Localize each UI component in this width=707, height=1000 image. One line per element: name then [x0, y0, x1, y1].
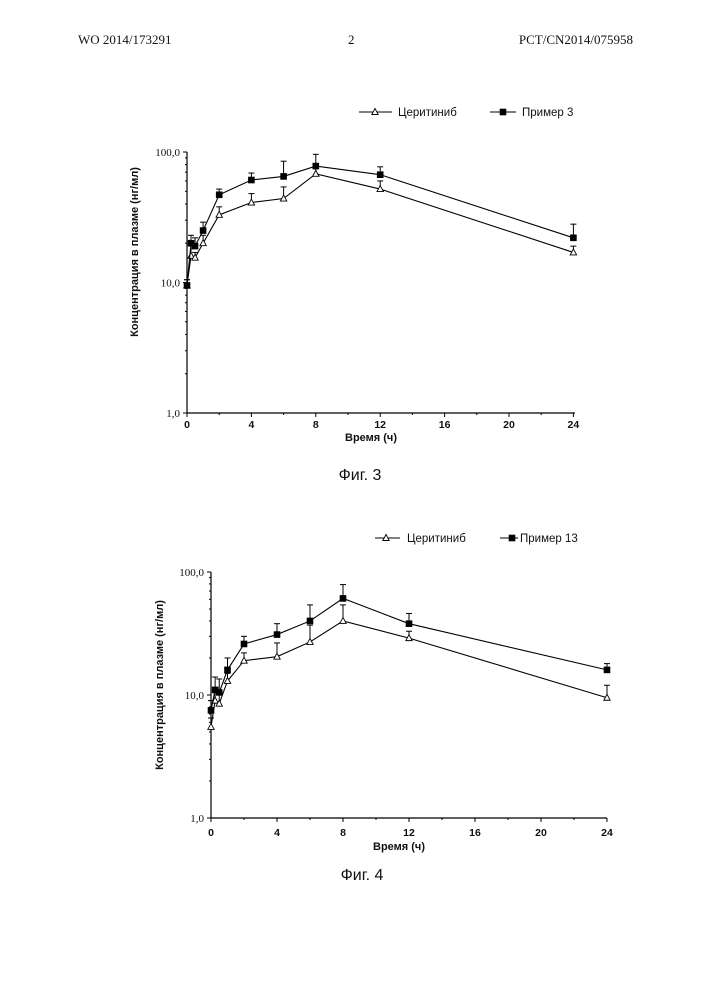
fig4-legend-example-marker: [509, 535, 516, 542]
fig4-x-tick-label: 24: [601, 827, 613, 839]
fig3-series-ceritinib-point: [313, 170, 319, 176]
fig4-series-example-point: [307, 618, 314, 625]
fig4-series-example-point: [208, 707, 215, 714]
fig4-series-example-point: [604, 667, 611, 674]
fig4-series-example-point: [216, 689, 223, 696]
fig3-y-tick-label: 100,0: [155, 147, 180, 159]
fig4-y-tick-label: 10,0: [185, 690, 205, 702]
fig4-series-ceritinib-point: [208, 723, 214, 729]
fig3-series-example-point: [200, 227, 207, 234]
fig3-series-example-point: [570, 235, 577, 242]
fig4-y-tick-label: 1,0: [190, 813, 204, 825]
fig4-y-axis-label: Концентрация в плазме (нг/мл): [154, 600, 166, 770]
fig4-x-tick-label: 16: [469, 827, 481, 839]
fig3-series-example-point: [216, 191, 223, 198]
fig3-series-example-point: [248, 177, 255, 184]
fig3-x-tick-label: 20: [503, 419, 515, 431]
fig4-series-example-point: [406, 620, 413, 627]
fig3-series-example-point: [192, 243, 199, 250]
fig4-series-ceritinib-point: [307, 638, 313, 644]
fig3-series-example-point: [313, 163, 320, 170]
fig4-series-example-point: [340, 595, 347, 602]
fig4-series-ceritinib-point: [340, 617, 346, 623]
fig3-series-example-point: [280, 173, 287, 180]
fig3-x-tick-label: 16: [439, 419, 451, 431]
fig4-series-example-point: [241, 641, 248, 648]
fig4-x-tick-label: 8: [340, 827, 346, 839]
fig4-series-example-point: [274, 631, 281, 638]
fig3-x-tick-label: 8: [313, 419, 319, 431]
fig4-x-tick-label: 4: [274, 827, 280, 839]
fig3-series-ceritinib-point: [200, 240, 206, 246]
fig3-series-example-point: [377, 171, 384, 178]
fig3-x-tick-label: 0: [184, 419, 190, 431]
fig4-legend-ceritinib-label: Церитиниб: [407, 533, 466, 545]
fig4-y-tick-label: 100,0: [179, 567, 204, 579]
fig3-y-axis-label: Концентрация в плазме (нг/мл): [129, 167, 141, 337]
fig3-series-example-point: [184, 282, 191, 289]
fig3-x-axis-label: Время (ч): [345, 432, 397, 444]
fig4-legend-example-label: Пример 13: [520, 533, 578, 545]
fig4-caption: Фиг. 4: [341, 867, 384, 884]
fig4-x-axis-label: Время (ч): [373, 841, 425, 853]
fig3-x-tick-label: 4: [248, 419, 254, 431]
fig4-series-example-point: [224, 667, 231, 674]
fig3-y-tick-label: 1,0: [166, 408, 180, 420]
fig3-legend-example-label: Пример 3: [522, 107, 573, 119]
fig4-x-tick-label: 0: [208, 827, 214, 839]
fig3-x-tick-label: 12: [374, 419, 386, 431]
fig3-caption: Фиг. 3: [339, 467, 382, 484]
fig3-series-ceritinib-point: [280, 195, 286, 201]
fig4-x-tick-label: 20: [535, 827, 547, 839]
fig3-x-tick-label: 24: [568, 419, 580, 431]
fig3-y-tick-label: 10,0: [161, 278, 181, 290]
fig3-legend-example-marker: [500, 109, 507, 116]
fig4-x-tick-label: 12: [403, 827, 415, 839]
fig3-legend-ceritinib-label: Церитиниб: [398, 107, 457, 119]
